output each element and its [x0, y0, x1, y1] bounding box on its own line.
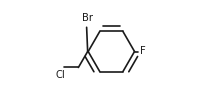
- Text: Br: Br: [82, 13, 93, 23]
- Text: Cl: Cl: [56, 70, 65, 80]
- Text: F: F: [140, 46, 146, 57]
